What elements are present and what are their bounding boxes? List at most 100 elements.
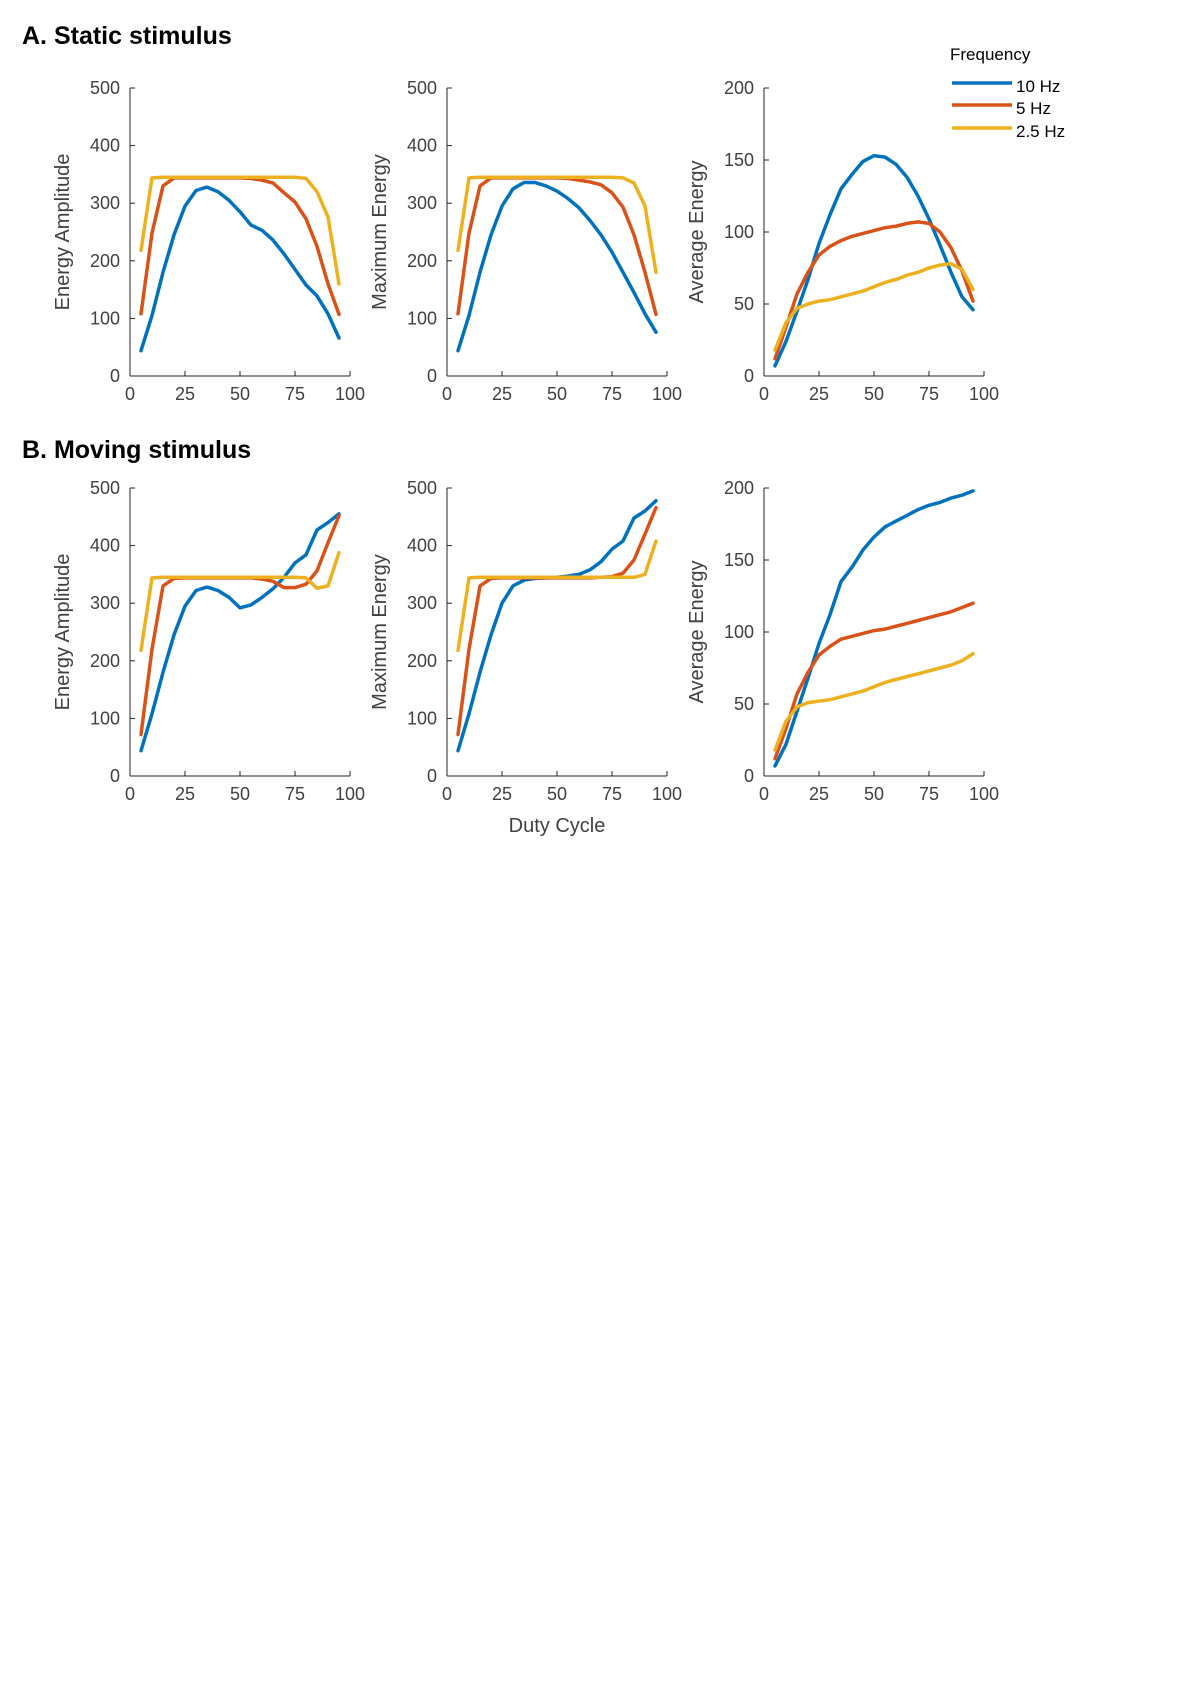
chart-b2-x-tick-label: 100	[652, 784, 682, 804]
chart-b2-y-tick-label: 200	[407, 651, 437, 671]
panel-title-a: A. Static stimulus	[22, 22, 232, 50]
chart-a1-y-tick-label: 500	[90, 78, 120, 98]
chart-a2-y-label: Maximum Energy	[369, 154, 391, 310]
chart-b3-y-tick-label: 200	[724, 478, 754, 498]
chart-a2-y-tick-label: 0	[427, 366, 437, 386]
chart-b1: 0 25 50 75 100 0 100 200 300 400 500 Energy Amplitu…	[52, 478, 365, 804]
chart-a2-x-tick-label: 25	[492, 384, 512, 404]
chart-b2-series-5-hz	[456, 505, 658, 737]
chart-a1-y-tick-label: 0	[110, 366, 120, 386]
chart-b3-x-tick-label: 75	[919, 784, 939, 804]
chart-a2-series-10-hz	[456, 180, 658, 353]
chart-a3-x-tick-label: 75	[919, 384, 939, 404]
chart-b1-y-label: Energy Amplitude	[52, 554, 74, 711]
chart-b3-y-tick-label: 0	[744, 766, 754, 786]
chart-b1-y-tick-label: 0	[110, 766, 120, 786]
chart-b1-series-2-5-hz	[139, 550, 341, 653]
chart-b3-y-tick-label: 100	[724, 622, 754, 642]
panel-title-b: B. Moving stimulus	[22, 436, 251, 464]
chart-b1-x-tick-label: 75	[285, 784, 305, 804]
chart-b2-y-label: Maximum Energy	[369, 554, 391, 710]
chart-a1-y-tick-label: 200	[90, 251, 120, 271]
chart-a3-series-2-5-hz	[773, 261, 975, 352]
chart-b3-y-label: Average Energy	[686, 560, 708, 703]
legend: Frequency 10 Hz 5 Hz 2.5 Hz	[950, 45, 1065, 141]
legend-label-10hz: 10 Hz	[1016, 77, 1060, 96]
chart-a2-x-tick-label: 100	[652, 384, 682, 404]
chart-a3: 0 25 50 75 100 0 50 100 150 200 Average Energy	[686, 78, 999, 404]
chart-b2-y-tick-label: 500	[407, 478, 437, 498]
chart-b2-x-tick-label: 25	[492, 784, 512, 804]
chart-a1-x-tick-label: 50	[230, 384, 250, 404]
chart-b2-y-tick-label: 100	[407, 708, 437, 728]
chart-b3-y-tick-label: 150	[724, 550, 754, 570]
chart-a3-y-tick-label: 0	[744, 366, 754, 386]
chart-b3-series-10-hz	[773, 489, 975, 768]
chart-a3-series-5-hz	[773, 220, 975, 361]
chart-b3-series-2-5-hz	[773, 651, 975, 752]
chart-b2-x-tick-label: 75	[602, 784, 622, 804]
chart-b3-y-tick-label: 50	[734, 694, 754, 714]
chart-b2-x-label: Duty Cycle	[509, 815, 606, 837]
legend-title: Frequency	[950, 45, 1031, 64]
chart-b1-x-tick-label: 100	[335, 784, 365, 804]
chart-a3-y-tick-label: 200	[724, 78, 754, 98]
chart-b1-series-10-hz	[139, 512, 341, 753]
chart-a2-x-tick-label: 75	[602, 384, 622, 404]
chart-a1-x-tick-label: 100	[335, 384, 365, 404]
chart-b2-y-tick-label: 300	[407, 593, 437, 613]
chart-a3-x-tick-label: 25	[809, 384, 829, 404]
chart-b2-y-tick-label: 400	[407, 536, 437, 556]
chart-a3-y-label: Average Energy	[686, 160, 708, 303]
chart-a3-series-10-hz	[773, 153, 975, 368]
chart-a3-y-tick-label: 150	[724, 150, 754, 170]
chart-b2-x-tick-label: 50	[547, 784, 567, 804]
chart-b3-x-tick-label: 50	[864, 784, 884, 804]
chart-a1-y-tick-label: 400	[90, 136, 120, 156]
chart-b2-y-tick-label: 0	[427, 766, 437, 786]
chart-b1-y-tick-label: 500	[90, 478, 120, 498]
chart-b3-x-tick-label: 100	[969, 784, 999, 804]
chart-a1-x-tick-label: 75	[285, 384, 305, 404]
chart-a2-y-tick-label: 300	[407, 193, 437, 213]
chart-b2-series-10-hz	[456, 498, 658, 753]
chart-b2-x-tick-label: 0	[442, 784, 452, 804]
chart-a2-y-tick-label: 100	[407, 308, 437, 328]
chart-a1-series-2-5-hz	[139, 175, 341, 286]
chart-b1-y-tick-label: 100	[90, 708, 120, 728]
chart-b3-x-tick-label: 0	[759, 784, 769, 804]
chart-a1: 0 25 50 75 100 0 100 200 300 400 500 Energy Amplitu…	[52, 78, 365, 404]
chart-b3-series-5-hz	[773, 601, 975, 761]
chart-a3-x-tick-label: 0	[759, 384, 769, 404]
chart-a1-series-10-hz	[139, 185, 341, 353]
chart-a2: 0 25 50 75 100 0 100 200 300 400 500 Maximum Energy	[369, 78, 682, 404]
chart-a1-y-tick-label: 100	[90, 308, 120, 328]
chart-b2-series-2-5-hz	[456, 539, 658, 653]
chart-b1-x-tick-label: 0	[125, 784, 135, 804]
chart-a3-y-tick-label: 50	[734, 294, 754, 314]
legend-label-5hz: 5 Hz	[1016, 99, 1051, 118]
chart-b1-y-tick-label: 200	[90, 651, 120, 671]
chart-b3: 0 25 50 75 100 0 50 100 150 200 Average Energy	[686, 478, 999, 804]
chart-b2: 0 25 50 75 100 0 100 200 300 400 500 Maximum Energy…	[369, 478, 682, 837]
chart-b1-x-tick-label: 50	[230, 784, 250, 804]
chart-a3-x-tick-label: 50	[864, 384, 884, 404]
chart-a1-x-tick-label: 0	[125, 384, 135, 404]
chart-a2-y-tick-label: 400	[407, 136, 437, 156]
legend-label-2-5hz: 2.5 Hz	[1016, 122, 1065, 141]
chart-b1-y-tick-label: 400	[90, 536, 120, 556]
chart-b1-y-tick-label: 300	[90, 593, 120, 613]
chart-a2-x-tick-label: 0	[442, 384, 452, 404]
chart-a3-x-tick-label: 100	[969, 384, 999, 404]
chart-a3-y-tick-label: 100	[724, 222, 754, 242]
chart-a1-y-label: Energy Amplitude	[52, 154, 74, 311]
chart-a1-x-tick-label: 25	[175, 384, 195, 404]
chart-a2-y-tick-label: 500	[407, 78, 437, 98]
chart-a2-series-2-5-hz	[456, 175, 658, 275]
chart-a2-y-tick-label: 200	[407, 251, 437, 271]
chart-b1-x-tick-label: 25	[175, 784, 195, 804]
chart-a1-y-tick-label: 300	[90, 193, 120, 213]
chart-b3-x-tick-label: 25	[809, 784, 829, 804]
